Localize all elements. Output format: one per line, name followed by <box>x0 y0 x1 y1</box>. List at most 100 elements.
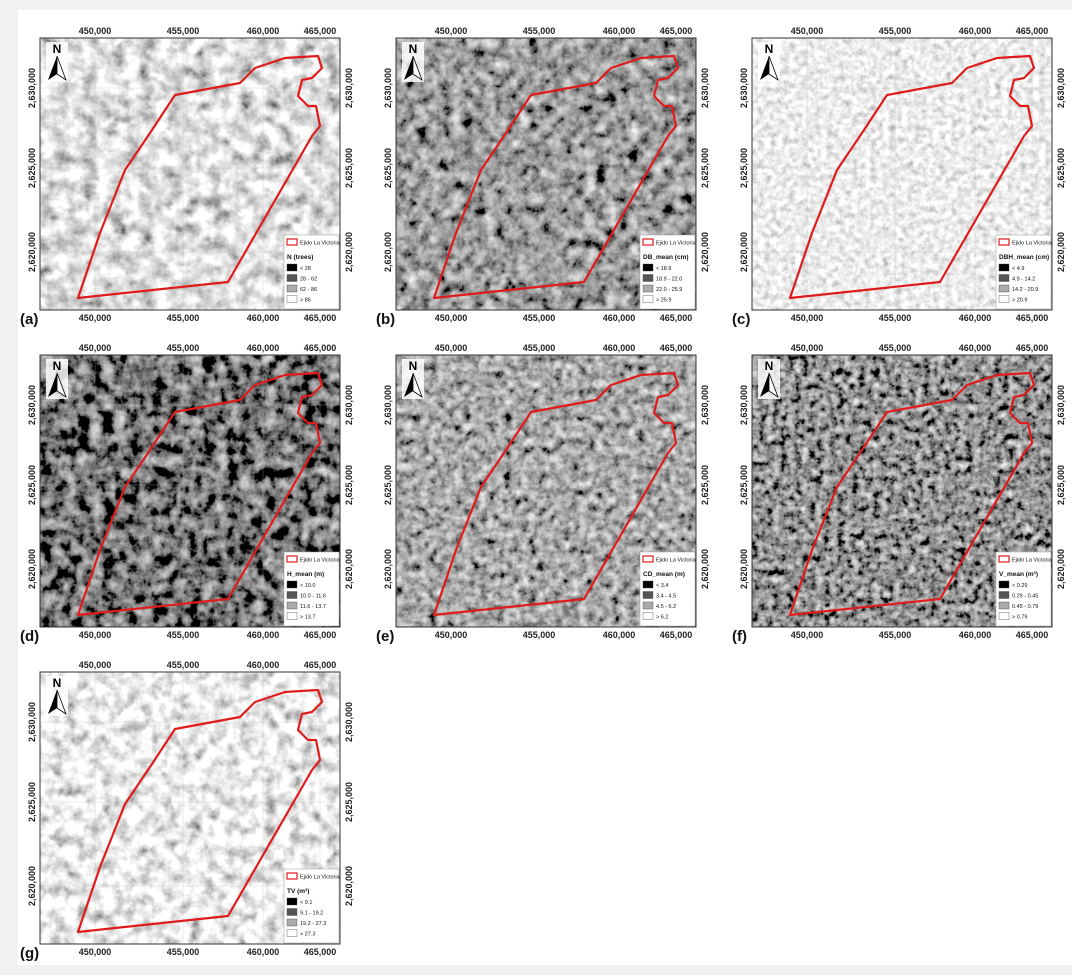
figure: 450,000 450,000 455,000 455,000 460,000 460,0… <box>0 0 1072 975</box>
legend-swatch <box>287 296 297 303</box>
north-label: N <box>765 42 774 56</box>
boundary-label: Ejido La Victoria <box>1012 241 1053 247</box>
y-tick-label: 2,625,000 <box>739 465 749 505</box>
y-tick-label: 2,620,000 <box>739 232 749 272</box>
y-tick-label: 2,630,000 <box>383 385 393 425</box>
x-tick-label: 450,000 <box>791 26 824 36</box>
x-tick-label: 460,000 <box>247 313 280 323</box>
x-tick-label: 465,000 <box>1016 313 1049 323</box>
y-tick-label: 2,625,000 <box>1056 465 1066 505</box>
x-tick-label: 465,000 <box>1016 630 1049 640</box>
north-label: N <box>765 359 774 373</box>
legend-class: < 3.4 <box>656 583 668 589</box>
legend-class: < 18.9 <box>656 266 671 272</box>
legend-class: < 10.0 <box>300 583 315 589</box>
legend-class: < 9.1 <box>300 900 312 906</box>
x-tick-label: 465,000 <box>304 313 337 323</box>
legend-class: > 86 <box>300 298 311 304</box>
y-tick-label: 2,620,000 <box>344 549 354 589</box>
x-tick-label: 455,000 <box>523 343 556 353</box>
north-label: N <box>53 42 62 56</box>
boundary-label: Ejido La Victoria <box>300 558 341 564</box>
legend-title: DBH_mean (cm) <box>999 254 1049 261</box>
x-tick-label: 460,000 <box>959 630 992 640</box>
x-tick-label: 465,000 <box>304 630 337 640</box>
legend-swatch <box>287 275 297 282</box>
y-tick-label: 2,630,000 <box>1056 385 1066 425</box>
legend-class: < 28 <box>300 266 311 272</box>
legend-swatch <box>999 285 1009 292</box>
legend-title: DB_mean (cm) <box>643 254 689 261</box>
y-tick-label: 2,630,000 <box>739 68 749 108</box>
y-tick-label: 2,625,000 <box>1056 148 1066 188</box>
y-tick-label: 2,625,000 <box>739 148 749 188</box>
y-tick-label: 2,620,000 <box>27 866 37 906</box>
legend: Ejido La VictoriaN (trees)< 2828 - 6262 … <box>284 235 341 309</box>
legend-class: 22.0 - 25.9 <box>656 287 682 293</box>
legend-class: > 13.7 <box>300 615 315 621</box>
x-tick-label: 455,000 <box>167 630 200 640</box>
y-tick-label: 2,630,000 <box>700 68 710 108</box>
legend-swatch <box>287 930 297 937</box>
y-tick-label: 2,620,000 <box>700 232 710 272</box>
x-tick-label: 450,000 <box>79 630 112 640</box>
legend-swatch <box>999 592 1009 599</box>
north-label: N <box>409 359 418 373</box>
legend-swatch <box>643 296 653 303</box>
x-tick-label: 450,000 <box>791 630 824 640</box>
y-tick-label: 2,625,000 <box>344 148 354 188</box>
legend-swatch <box>643 275 653 282</box>
legend-class: 3.4 - 4.5 <box>656 594 676 600</box>
y-tick-label: 2,620,000 <box>344 866 354 906</box>
legend-class: > 0.79 <box>1012 615 1027 621</box>
y-tick-label: 2,625,000 <box>344 782 354 822</box>
legend-swatch <box>643 602 653 609</box>
x-tick-label: 455,000 <box>167 947 200 957</box>
x-tick-label: 465,000 <box>660 630 693 640</box>
y-tick-label: 2,620,000 <box>383 549 393 589</box>
x-tick-label: 450,000 <box>435 313 468 323</box>
legend-swatch <box>287 919 297 926</box>
y-tick-label: 2,620,000 <box>1056 549 1066 589</box>
y-tick-label: 2,625,000 <box>27 782 37 822</box>
y-tick-label: 2,630,000 <box>27 68 37 108</box>
legend-class: > 27.3 <box>300 932 315 938</box>
x-tick-label: 455,000 <box>167 343 200 353</box>
legend-title: N (trees) <box>287 254 313 261</box>
x-tick-label: 465,000 <box>304 947 337 957</box>
y-tick-label: 2,620,000 <box>700 549 710 589</box>
legend-title: CD_mean (m) <box>643 571 685 578</box>
x-tick-label: 460,000 <box>603 630 636 640</box>
x-tick-label: 460,000 <box>247 26 280 36</box>
x-tick-label: 455,000 <box>523 313 556 323</box>
legend-swatch <box>287 581 297 588</box>
legend-class: 14.2 - 20.9 <box>1012 287 1038 293</box>
legend-class: 4.5 - 6.2 <box>656 604 676 610</box>
x-tick-label: 465,000 <box>660 313 693 323</box>
legend-swatch <box>999 296 1009 303</box>
map-panel: 450,000450,000455,000455,000460,000460,0… <box>732 343 1066 645</box>
y-tick-label: 2,630,000 <box>739 385 749 425</box>
map-panel: 450,000450,000455,000455,000460,000460,0… <box>20 660 354 962</box>
legend: Ejido La VictoriaH_mean (m)< 10.010.0 - … <box>284 552 341 626</box>
x-tick-label: 450,000 <box>435 343 468 353</box>
legend-swatch <box>999 581 1009 588</box>
y-tick-label: 2,630,000 <box>344 385 354 425</box>
legend-class: > 20.9 <box>1012 298 1027 304</box>
panel-label: (b) <box>376 311 395 328</box>
legend-class: 28 - 62 <box>300 277 317 283</box>
legend-swatch <box>287 592 297 599</box>
y-tick-label: 2,625,000 <box>383 465 393 505</box>
y-tick-label: 2,625,000 <box>700 465 710 505</box>
legend-swatch <box>643 264 653 271</box>
north-label: N <box>53 359 62 373</box>
legend-class: 4.9 - 14.2 <box>1012 277 1035 283</box>
x-tick-label: 450,000 <box>79 947 112 957</box>
boundary-label: Ejido La Victoria <box>656 558 697 564</box>
x-tick-label: 465,000 <box>1016 26 1049 36</box>
x-tick-label: 450,000 <box>79 313 112 323</box>
legend-class: 62 - 86 <box>300 287 317 293</box>
x-tick-label: 465,000 <box>660 343 693 353</box>
x-tick-label: 460,000 <box>959 26 992 36</box>
